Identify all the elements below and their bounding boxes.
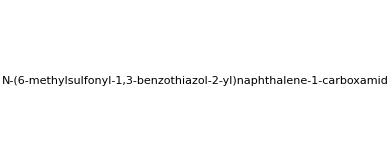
Text: N-(6-methylsulfonyl-1,3-benzothiazol-2-yl)naphthalene-1-carboxamide: N-(6-methylsulfonyl-1,3-benzothiazol-2-y… [2, 76, 387, 86]
